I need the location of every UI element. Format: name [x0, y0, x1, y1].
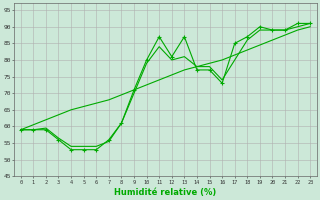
X-axis label: Humidité relative (%): Humidité relative (%) [114, 188, 217, 197]
